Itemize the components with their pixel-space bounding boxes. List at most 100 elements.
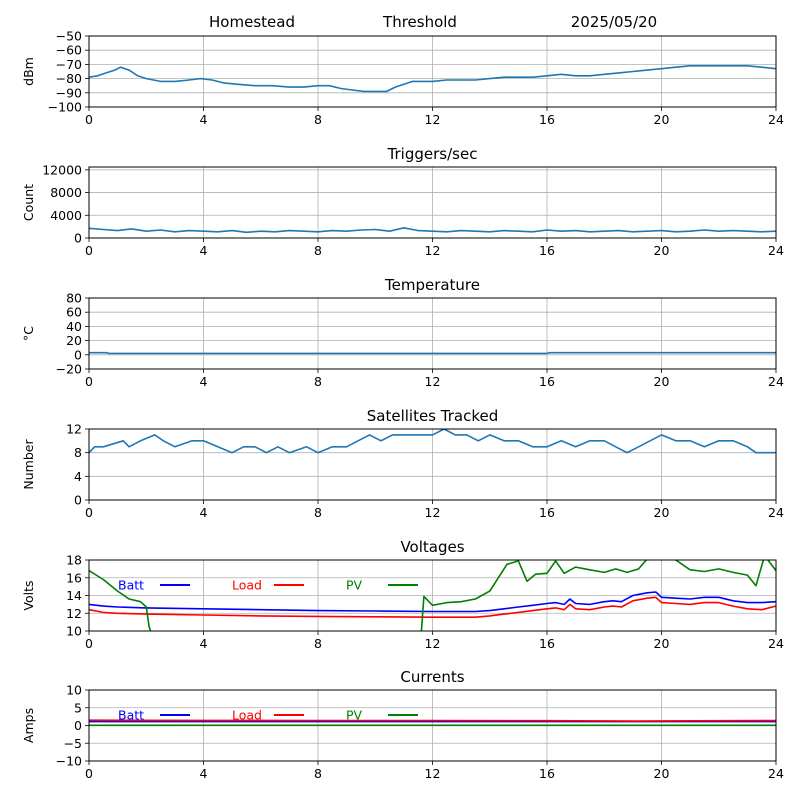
y-tick-label: −10 [56, 754, 82, 769]
x-tick-label: 0 [85, 374, 93, 389]
y-tick-label: 20 [66, 333, 82, 348]
series-group [89, 719, 776, 727]
y-tick-label: −70 [56, 57, 82, 72]
series-line-batt [89, 591, 776, 613]
legend-label-batt: Batt [118, 708, 144, 723]
y-tick-label: 0 [74, 493, 82, 508]
series-group [89, 351, 776, 355]
panel-threshold: 0 4 8 12 16 20 24 −100−90−80−70−60−50 dBm [21, 29, 784, 128]
x-tick-label: 0 [85, 766, 93, 781]
x-tick-label: 8 [314, 505, 322, 520]
y-tick-label: −5 [64, 736, 82, 751]
date-label: 2025/05/20 [571, 13, 657, 31]
axes-frame [88, 428, 777, 501]
axes-frame [88, 35, 777, 108]
series-line-triggers [89, 227, 776, 234]
y-axis-label: Amps [21, 708, 36, 743]
axes-frame [88, 166, 777, 239]
panel-title: Temperature [384, 276, 480, 294]
x-tick-label: 8 [314, 112, 322, 127]
y-tick-label: −100 [48, 100, 82, 115]
x-tick-label: 20 [654, 112, 670, 127]
x-tick-label: 4 [200, 766, 208, 781]
x-tick-label: 16 [539, 374, 555, 389]
x-tick-label: 12 [425, 636, 441, 651]
x-tick-label: 24 [768, 112, 784, 127]
y-tick-label: −90 [56, 85, 82, 100]
y-tick-label: 4 [74, 469, 82, 484]
x-tick-label: 20 [654, 243, 670, 258]
station-label: Homestead [209, 13, 295, 31]
x-tick-label: 16 [539, 636, 555, 651]
y-tick-label: 0 [74, 347, 82, 362]
y-tick-label: 0 [74, 718, 82, 733]
x-tick-label: 4 [200, 636, 208, 651]
x-tick-label: 4 [200, 505, 208, 520]
panel-title: Triggers/sec [387, 145, 478, 163]
series-group [89, 227, 776, 234]
x-tick-label: 8 [314, 374, 322, 389]
y-tick-label: 8000 [50, 185, 82, 200]
y-axis-label: °C [21, 326, 36, 341]
x-tick-label: 20 [654, 505, 670, 520]
panel-title: Currents [400, 668, 464, 686]
y-tick-label: −60 [56, 43, 82, 58]
y-tick-label: 5 [74, 700, 82, 715]
x-tick-label: 16 [539, 243, 555, 258]
y-tick-label: 10 [66, 624, 82, 639]
y-tick-label: −20 [56, 362, 82, 377]
x-tick-label: 20 [654, 766, 670, 781]
y-tick-label: 8 [74, 445, 82, 460]
y-tick-label: 40 [66, 319, 82, 334]
panel-triggers: 0 4 8 12 16 20 24 0 4000 8000 12000 Triggers/sec Cou… [21, 145, 784, 258]
metric-label: Threshold [382, 13, 457, 31]
x-tick-label: 24 [768, 636, 784, 651]
y-tick-label: 10 [66, 683, 82, 698]
x-tick-label: 24 [768, 243, 784, 258]
x-tick-label: 16 [539, 112, 555, 127]
x-tick-label: 12 [425, 243, 441, 258]
legend-label-pv: PV [346, 708, 363, 723]
axes-frame [88, 297, 777, 370]
x-tick-label: 0 [85, 112, 93, 127]
series-group [89, 429, 776, 454]
y-axis-label: Count [21, 184, 36, 221]
x-tick-label: 12 [425, 505, 441, 520]
x-tick-label: 20 [654, 636, 670, 651]
y-tick-label: 12 [66, 422, 82, 437]
y-axis-label: Volts [21, 580, 36, 610]
x-tick-label: 16 [539, 766, 555, 781]
x-tick-label: 4 [200, 374, 208, 389]
x-tick-label: 24 [768, 766, 784, 781]
x-tick-label: 24 [768, 505, 784, 520]
panel-title: Voltages [400, 538, 464, 556]
legend-label-load: Load [232, 708, 262, 723]
x-tick-label: 16 [539, 505, 555, 520]
series-line-pv [89, 560, 776, 631]
series-line-load [89, 596, 776, 619]
y-tick-label: 4000 [50, 208, 82, 223]
y-axis-label: dBm [21, 57, 36, 86]
y-tick-label: 12000 [42, 162, 82, 177]
x-tick-label: 20 [654, 374, 670, 389]
legend-label-load: Load [232, 578, 262, 593]
x-tick-label: 0 [85, 636, 93, 651]
series-group [89, 65, 776, 93]
y-tick-label: 18 [66, 553, 82, 568]
y-tick-label: 80 [66, 291, 82, 306]
series-group [89, 560, 776, 631]
y-tick-label: 14 [66, 588, 82, 603]
series-line-load [89, 719, 776, 722]
x-tick-label: 8 [314, 766, 322, 781]
x-tick-label: 12 [425, 766, 441, 781]
y-tick-label: −80 [56, 71, 82, 86]
legend-label-pv: PV [346, 578, 363, 593]
x-tick-label: 24 [768, 374, 784, 389]
axes-frame [88, 559, 777, 632]
y-tick-label: 60 [66, 305, 82, 320]
y-tick-label: 0 [74, 231, 82, 246]
